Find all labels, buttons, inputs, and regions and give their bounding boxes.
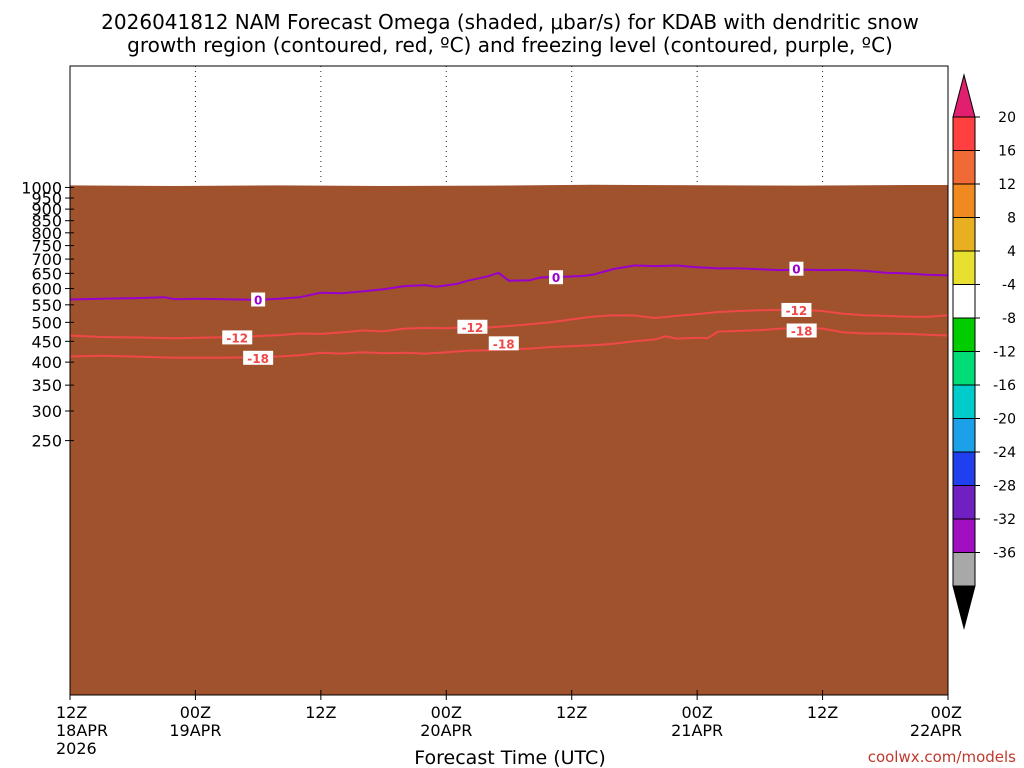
isotherm-label-bg [786, 323, 817, 338]
y-axis-ticks: 2503003504004505005506006507007508008509… [21, 178, 74, 451]
y-tick-label: 650 [31, 264, 62, 283]
isotherm-label: -18 [493, 337, 515, 351]
colorbar-label: -4 [1002, 278, 1016, 294]
isotherm-label: 0 [792, 263, 800, 277]
isotherm-label: -18 [791, 325, 813, 339]
isotherm-label: -12 [462, 321, 484, 335]
colorbar-label: 4 [1007, 244, 1016, 260]
x-tick-year-label: 2026 [56, 739, 97, 758]
x-tick-date-label: 20APR [420, 721, 472, 740]
y-tick-label: 400 [31, 353, 62, 372]
isotherm-label-bg [488, 336, 519, 351]
y-tick-label: 350 [31, 376, 62, 395]
x-tick-label: 00Z [681, 703, 712, 722]
x-tick-date-label: 19APR [169, 721, 221, 740]
colorbar-swatch [952, 150, 976, 185]
x-tick-label: 00Z [931, 703, 962, 722]
colorbar-label: 20 [998, 110, 1016, 126]
y-tick-label: 600 [31, 280, 62, 299]
x-tick-date-label: 22APR [910, 721, 962, 740]
isotherm-contours: -18 -18 -18 -12 -12 -12 0 0 0 [69, 261, 949, 366]
x-tick-label: 12Z [807, 703, 838, 722]
isotherm-line [69, 308, 949, 340]
colorbar-label: 16 [998, 144, 1016, 160]
isotherm-label: -12 [786, 304, 808, 318]
isotherm-label-bg [549, 270, 564, 285]
colorbar-swatch [952, 384, 976, 419]
colorbar-label: 8 [1007, 211, 1016, 227]
colorbar-swatch [952, 183, 976, 218]
terrain-layer [70, 184, 948, 696]
x-tick-label: 00Z [431, 703, 462, 722]
y-tick-label: 900 [31, 200, 62, 219]
isotherm-label: -18 [247, 352, 269, 366]
colorbar-swatch [952, 485, 976, 520]
colorbar-swatch [952, 418, 976, 453]
colorbar-label: -16 [993, 378, 1016, 394]
isotherm-label: 0 [254, 293, 262, 307]
y-tick-label: 250 [31, 432, 62, 451]
colorbar-swatch [952, 518, 976, 553]
isotherm-label-bg [457, 319, 488, 334]
isotherm-label: -12 [226, 331, 248, 345]
colorbar-swatch [952, 552, 976, 587]
omega-colorbar: 20 16 12 8 4 -4 -8 -12 -16 -20 -24 -28 -32 -36 [952, 73, 1016, 630]
colorbar-swatch [952, 351, 976, 386]
colorbar-swatch [952, 250, 976, 285]
y-tick-label: 300 [31, 402, 62, 421]
isotherm-group: -12 -12 -12 [69, 302, 949, 345]
colorbar-label: 12 [998, 177, 1016, 193]
isotherm-label-bg [243, 350, 274, 365]
x-tick-label: 12Z [56, 703, 87, 722]
isotherm-label-bg [789, 261, 804, 276]
colorbar-swatch [952, 284, 976, 319]
isotherm-label-bg [251, 292, 266, 307]
colorbar-swatch [952, 451, 976, 486]
colorbar-label: -32 [993, 512, 1016, 528]
colorbar-label: -36 [993, 546, 1016, 562]
x-tick-label: 12Z [305, 703, 336, 722]
colorbar-swatch [952, 317, 976, 352]
x-tick-date-label: 21APR [671, 721, 723, 740]
colorbar-label: -28 [993, 479, 1016, 495]
y-tick-label: 950 [31, 189, 62, 208]
y-tick-label: 500 [31, 313, 62, 332]
x-axis-label: Forecast Time (UTC) [414, 747, 605, 768]
chart-title-line-2: growth region (contoured, red, ºC) and f… [127, 33, 893, 57]
isotherm-label-bg [781, 302, 812, 317]
chart-title-line-1: 2026041812 NAM Forecast Omega (shaded, μ… [101, 10, 919, 34]
colorbar-label: -8 [1002, 311, 1016, 327]
y-tick-label: 800 [31, 224, 62, 243]
y-tick-label: 450 [31, 332, 62, 351]
y-tick-label: 850 [31, 212, 62, 231]
y-tick-label: 700 [31, 250, 62, 269]
colorbar-bottom-arrow [952, 585, 976, 630]
colorbar-top-arrow [952, 73, 976, 118]
x-tick-label: 12Z [556, 703, 587, 722]
isotherm-group: -18 -18 -18 [69, 323, 949, 366]
plot-frame [69, 65, 949, 696]
colorbar-label: -12 [993, 345, 1016, 361]
isotherm-label: 0 [552, 271, 560, 285]
colorbar-swatch [952, 217, 976, 252]
colorbar-swatch [952, 116, 976, 151]
isotherm-group: 0 0 0 [69, 261, 949, 307]
y-tick-label: 750 [31, 237, 62, 256]
colorbar-label: -20 [993, 412, 1016, 428]
x-tick-label: 00Z [180, 703, 211, 722]
terrain-ground [70, 184, 948, 696]
colorbar-label: -24 [993, 445, 1016, 461]
isotherm-label-bg [222, 330, 253, 345]
y-tick-label: 550 [31, 296, 62, 315]
x-tick-date-label: 18APR [56, 721, 108, 740]
y-tick-label: 1000 [21, 178, 62, 197]
credit-text: coolwx.com/models [868, 748, 1016, 766]
